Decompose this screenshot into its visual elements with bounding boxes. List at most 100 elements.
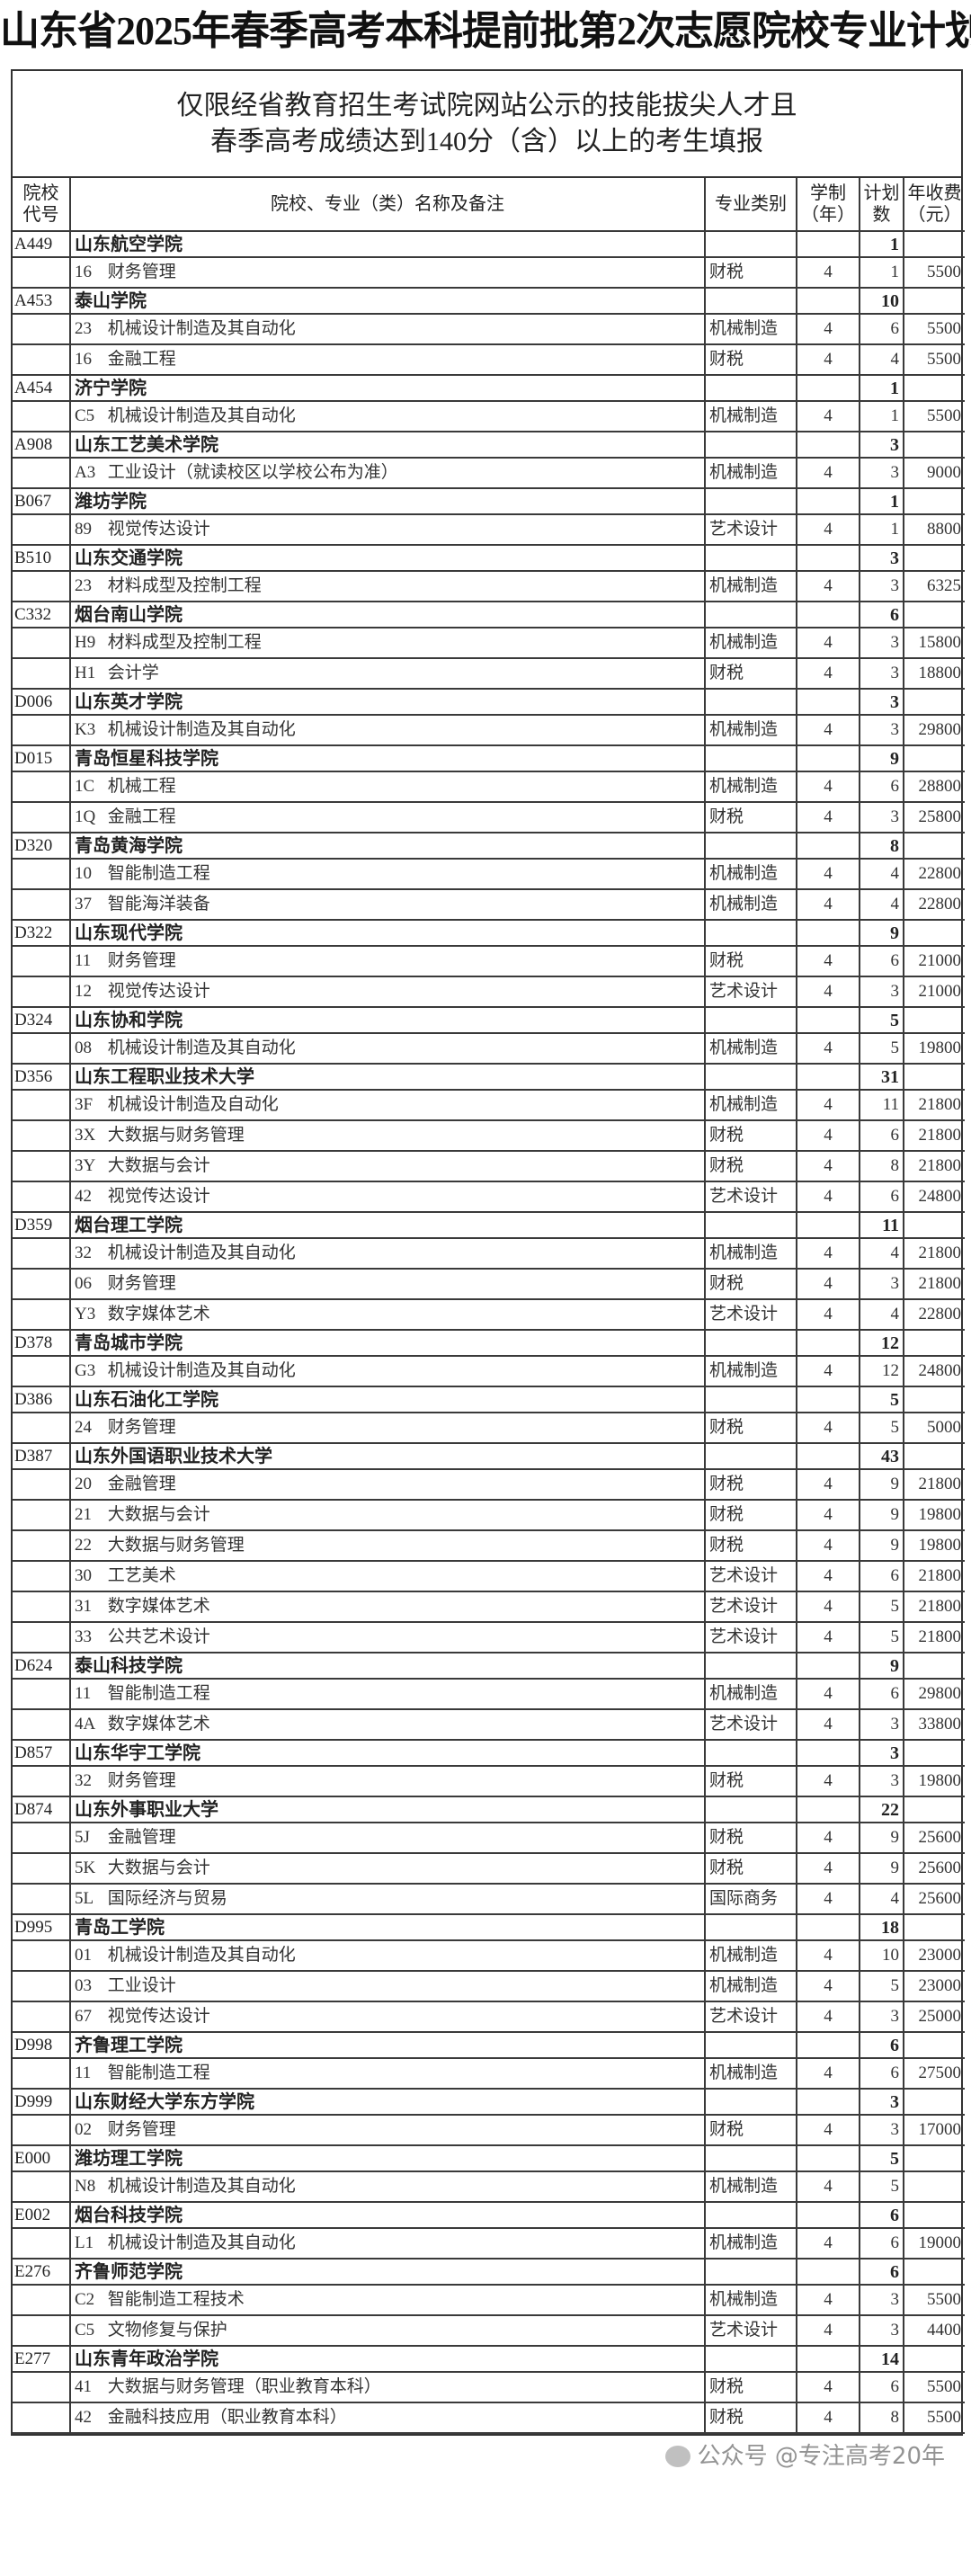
- major-category: 艺术设计: [704, 1560, 797, 1592]
- major-name-cell: 37 智能海洋装备: [69, 888, 706, 921]
- school-years-cell: [796, 1329, 860, 1357]
- major-row: L1 机械设计制造及其自动化 机械制造 4 6 19000: [13, 2227, 965, 2260]
- major-code: 1C: [75, 777, 95, 796]
- school-fee-cell: [903, 230, 965, 258]
- major-category: 财税: [704, 1499, 797, 1531]
- major-name-cell: H1 会计学: [69, 657, 706, 690]
- major-row: 3F 机械设计制造及自动化 机械制造 4 11 21800: [13, 1089, 965, 1121]
- major-years: 4: [796, 976, 860, 1008]
- major-row: 89 视觉传达设计 艺术设计 4 1 8800: [13, 513, 965, 546]
- major-code-cell: [13, 801, 71, 833]
- school-fee-cell: [903, 487, 965, 515]
- major-code: 20: [75, 1475, 92, 1493]
- school-years-cell: [796, 1652, 860, 1680]
- major-category: 财税: [704, 2114, 797, 2146]
- major-row: 16 财务管理 财税 4 1 5500: [13, 256, 965, 289]
- major-name-cell: Y3 数字媒体艺术: [69, 1298, 706, 1331]
- major-name: 机械设计制造及其自动化: [107, 2177, 296, 2196]
- school-plan-count: 6: [859, 2201, 904, 2229]
- school-row: A449 山东航空学院 1: [13, 230, 965, 258]
- school-row: E276 齐鲁师范学院 6: [13, 2258, 965, 2286]
- major-plan-count: 5: [859, 1970, 904, 2002]
- major-fee: 9000: [903, 457, 965, 489]
- major-row: 23 材料成型及控制工程 机械制造 4 3 6325: [13, 570, 965, 602]
- major-row: C2 智能制造工程技术 机械制造 4 3 5500: [13, 2284, 965, 2316]
- major-name: 材料成型及控制工程: [107, 633, 262, 652]
- school-name: 山东外事职业大学: [69, 1796, 706, 1823]
- major-category: 财税: [704, 2402, 797, 2434]
- eligibility-note-line-1: 仅限经省教育招生考试院网站公示的技能拔尖人才且: [176, 90, 797, 120]
- major-plan-count: 5: [859, 1621, 904, 1653]
- school-plan-count: 5: [859, 1006, 904, 1034]
- major-code: 67: [75, 2007, 92, 2026]
- major-code-cell: [13, 1150, 71, 1182]
- major-code-cell: [13, 1970, 71, 2002]
- major-plan-count: 9: [859, 1529, 904, 1562]
- major-code: 02: [75, 2120, 92, 2139]
- school-code: D006: [13, 688, 71, 716]
- major-years: 4: [796, 1089, 860, 1121]
- major-name-cell: 02 财务管理: [69, 2114, 706, 2146]
- major-row: 01 机械设计制造及其自动化 机械制造 4 10 23000: [13, 1939, 965, 1972]
- school-code: E277: [13, 2345, 71, 2373]
- major-name-cell: N8 机械设计制造及其自动化: [69, 2170, 706, 2203]
- school-row: D998 齐鲁理工学院 6: [13, 2031, 965, 2059]
- major-name-cell: G3 机械设计制造及其自动化: [69, 1355, 706, 1387]
- school-name: 山东协和学院: [69, 1006, 706, 1034]
- major-fee: 25000: [903, 2001, 965, 2033]
- major-name-cell: K3 机械设计制造及其自动化: [69, 714, 706, 746]
- major-code-cell: [13, 2402, 71, 2434]
- school-plan-count: 31: [859, 1063, 904, 1091]
- major-years: 4: [796, 1560, 860, 1592]
- school-fee-cell: [903, 2201, 965, 2229]
- major-name-cell: 24 财务管理: [69, 1412, 706, 1444]
- major-category: 财税: [704, 1119, 797, 1152]
- major-name: 文物修复与保护: [107, 2321, 227, 2340]
- major-name-cell: C5 机械设计制造及其自动化: [69, 400, 706, 432]
- major-name-cell: 16 金融工程: [69, 343, 706, 376]
- major-plan-count: 6: [859, 2057, 904, 2090]
- major-years: 4: [796, 1237, 860, 1270]
- school-plan-count: 43: [859, 1442, 904, 1470]
- header-fee: 年收费 （元）: [903, 178, 965, 232]
- major-name-cell: 42 金融科技应用（职业教育本科）: [69, 2402, 706, 2434]
- major-fee: 5000: [903, 1412, 965, 1444]
- major-years: 4: [796, 256, 860, 289]
- school-category-cell: [704, 1652, 797, 1680]
- major-name: 大数据与会计: [107, 1156, 210, 1175]
- school-years-cell: [796, 688, 860, 716]
- major-fee: 8800: [903, 513, 965, 546]
- major-code-cell: [13, 714, 71, 746]
- major-name: 机械设计制造及其自动化: [107, 1243, 296, 1262]
- major-plan-count: 6: [859, 1678, 904, 1710]
- major-code: 31: [75, 1597, 92, 1616]
- school-name: 烟台理工学院: [69, 1211, 706, 1239]
- major-fee: 24800: [903, 1181, 965, 1213]
- major-category: 财税: [704, 343, 797, 376]
- major-code: 3Y: [75, 1156, 96, 1175]
- major-years: 4: [796, 1032, 860, 1065]
- school-code: E002: [13, 2201, 71, 2229]
- major-code-cell: [13, 1621, 71, 1653]
- major-row: 1Q 金融工程 财税 4 3 25800: [13, 801, 965, 833]
- major-years: 4: [796, 1412, 860, 1444]
- school-category-cell: [704, 1211, 797, 1239]
- major-plan-count: 4: [859, 343, 904, 376]
- school-fee-cell: [903, 1652, 965, 1680]
- school-row: C332 烟台南山学院 6: [13, 601, 965, 628]
- school-fee-cell: [903, 1211, 965, 1239]
- major-name-cell: 16 财务管理: [69, 256, 706, 289]
- school-fee-cell: [903, 1739, 965, 1767]
- major-row: 12 视觉传达设计 艺术设计 4 3 21000: [13, 976, 965, 1008]
- school-plan-count: 1: [859, 487, 904, 515]
- school-fee-cell: [903, 744, 965, 772]
- major-name-cell: 11 智能制造工程: [69, 2057, 706, 2090]
- table-body: A449 山东航空学院 1 16 财务管理 财税 4 1 5500 A453 泰山学院 10 23 机…: [13, 230, 965, 2434]
- major-fee: 21800: [903, 1089, 965, 1121]
- major-name: 机械设计制造及其自动化: [107, 406, 296, 425]
- major-category: 机械制造: [704, 313, 797, 345]
- school-code: D387: [13, 1442, 71, 1470]
- major-category: 机械制造: [704, 400, 797, 432]
- school-code: A449: [13, 230, 71, 258]
- major-years: 4: [796, 1268, 860, 1300]
